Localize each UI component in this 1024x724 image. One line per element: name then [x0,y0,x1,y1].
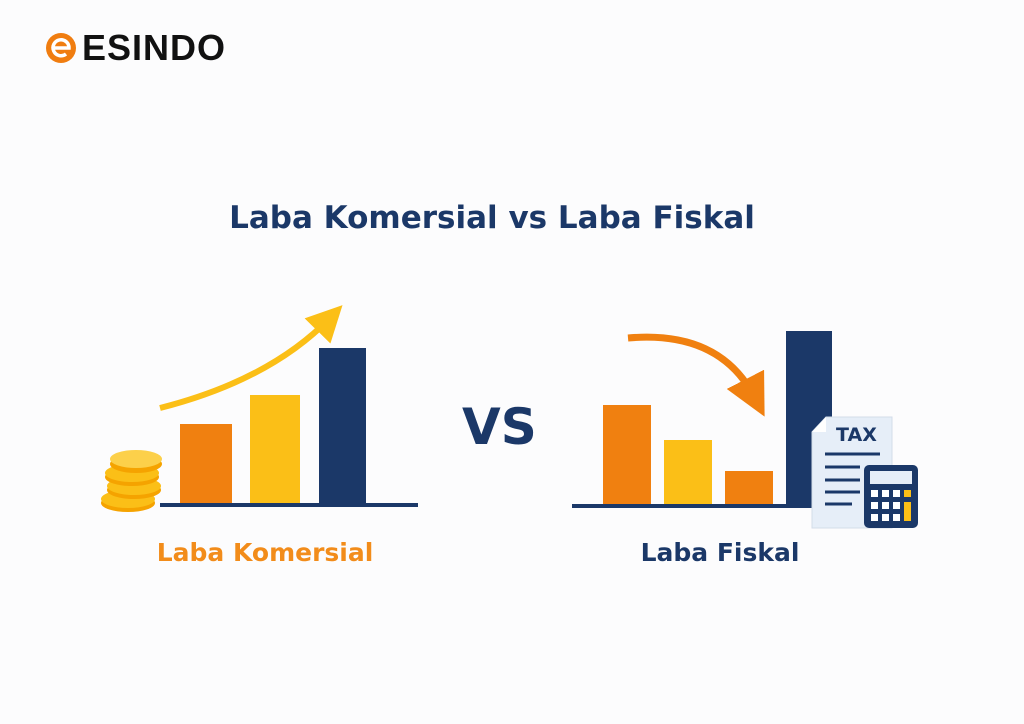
axis-line [572,504,830,508]
tax-label: TAX [836,424,877,446]
right-bar-chart [572,331,918,529]
bar-orange-small [725,471,773,505]
laba-komersial-label: Laba Komersial [156,538,374,567]
bar-orange [180,424,232,505]
down-trend-arrow-icon [627,333,765,417]
vs-label: VS [462,398,537,456]
coins-icon [101,450,162,512]
bar-orange [603,405,651,505]
bar-yellow [250,395,300,505]
laba-fiskal-label: Laba Fiskal [640,538,800,567]
bar-yellow [664,440,712,505]
bar-navy [319,348,366,505]
calculator-icon [864,465,918,528]
brand-logo: ESINDO [44,30,226,66]
brand-name: ESINDO [82,27,227,68]
axis-line [160,503,418,507]
esindo-logo-icon [46,33,76,63]
page-title: Laba Komersial vs Laba Fiskal [229,200,755,236]
left-bar-chart [101,305,418,512]
up-trend-arrow-icon [159,305,343,411]
